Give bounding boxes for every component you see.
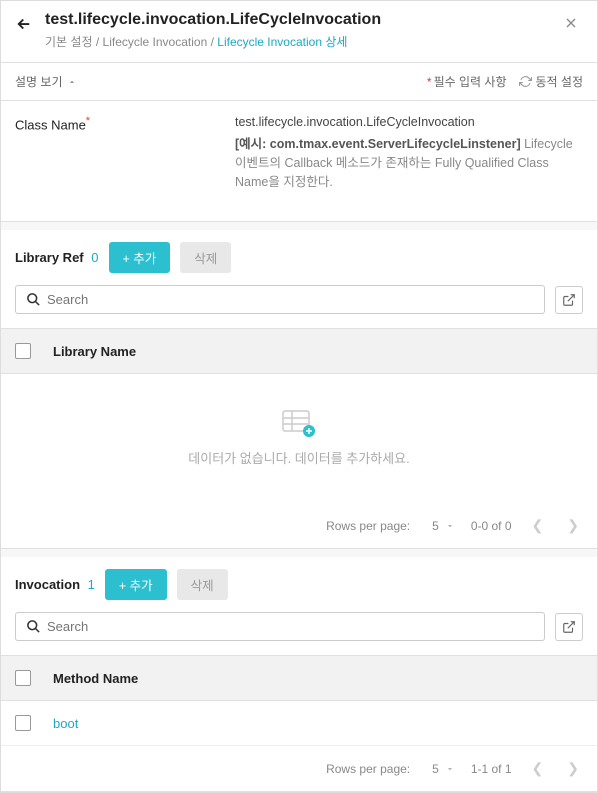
invocation-delete-button[interactable]: 삭제: [177, 569, 228, 600]
toolbar: 설명 보기 *필수 입력 사항 동적 설정: [1, 63, 597, 101]
toggle-description[interactable]: 설명 보기: [15, 73, 77, 90]
invocation-search-row: [1, 612, 597, 655]
library-header: Library Ref 0 + 추가 삭제: [1, 230, 597, 285]
library-search-box[interactable]: [15, 285, 545, 314]
close-button[interactable]: [559, 11, 583, 35]
library-table-head: Library Name: [1, 328, 597, 374]
breadcrumb: 기본 설정 / Lifecycle Invocation / Lifecycle…: [45, 33, 559, 50]
library-search-row: [1, 285, 597, 328]
page-header: test.lifecycle.invocation.LifeCycleInvoc…: [1, 1, 597, 63]
external-link-icon: [562, 293, 576, 307]
back-button[interactable]: [15, 15, 33, 33]
library-column-header: Library Name: [53, 344, 136, 359]
classname-value: test.lifecycle.invocation.LifeCycleInvoc…: [235, 115, 583, 191]
classname-field: Class Name* test.lifecycle.invocation.Li…: [1, 101, 597, 222]
invocation-column-header: Method Name: [53, 671, 138, 686]
invocation-add-button[interactable]: + 추가: [105, 569, 167, 600]
dynamic-legend: 동적 설정: [519, 73, 584, 90]
invocation-title: Invocation 1: [15, 577, 95, 592]
invocation-section: Invocation 1 + 추가 삭제 Method Name boot: [1, 557, 597, 792]
library-empty-state: 데이터가 없습니다. 데이터를 추가하세요.: [1, 374, 597, 503]
page-container: test.lifecycle.invocation.LifeCycleInvoc…: [0, 0, 598, 793]
library-rows-per-page[interactable]: Rows per page: 5: [326, 519, 455, 533]
breadcrumb-part[interactable]: Lifecycle Invocation: [103, 35, 208, 49]
library-section: Library Ref 0 + 추가 삭제 Library Name 데이터가 …: [1, 230, 597, 549]
library-search-input[interactable]: [47, 292, 534, 307]
breadcrumb-part[interactable]: 기본 설정: [45, 35, 93, 49]
classname-label: Class Name*: [15, 115, 235, 191]
invocation-header: Invocation 1 + 추가 삭제: [1, 557, 597, 612]
library-empty-text: 데이터가 없습니다. 데이터를 추가하세요.: [1, 448, 597, 467]
chevron-down-icon: [445, 521, 455, 531]
invocation-select-all-checkbox[interactable]: [15, 670, 31, 686]
search-icon: [26, 619, 41, 634]
chevron-up-icon: [67, 77, 77, 87]
invocation-search-box[interactable]: [15, 612, 545, 641]
invocation-table-head: Method Name: [1, 655, 597, 701]
section-gap: [1, 222, 597, 230]
table-row: boot: [1, 701, 597, 746]
library-page-range: 0-0 of 0: [471, 519, 512, 533]
section-gap: [1, 549, 597, 557]
library-next-page[interactable]: ❯: [563, 517, 583, 534]
required-legend: *필수 입력 사항: [427, 73, 507, 90]
empty-data-icon: [1, 410, 597, 438]
external-link-icon: [562, 620, 576, 634]
library-count: 0: [91, 250, 98, 265]
toggle-description-label: 설명 보기: [15, 73, 63, 90]
library-title: Library Ref 0: [15, 250, 99, 265]
method-name-link[interactable]: boot: [53, 716, 78, 731]
library-delete-button[interactable]: 삭제: [180, 242, 231, 273]
classname-description: [예시: com.tmax.event.ServerLifecycleLinst…: [235, 135, 583, 191]
library-select-all-checkbox[interactable]: [15, 343, 31, 359]
page-title: test.lifecycle.invocation.LifeCycleInvoc…: [45, 11, 559, 29]
classname-text: test.lifecycle.invocation.LifeCycleInvoc…: [235, 115, 583, 129]
breadcrumb-current: Lifecycle Invocation 상세: [217, 35, 347, 49]
invocation-count: 1: [88, 577, 95, 592]
header-content: test.lifecycle.invocation.LifeCycleInvoc…: [45, 11, 559, 50]
library-prev-page[interactable]: ❮: [528, 517, 548, 534]
library-add-button[interactable]: + 추가: [109, 242, 171, 273]
refresh-icon: [519, 75, 532, 88]
search-icon: [26, 292, 41, 307]
invocation-search-input[interactable]: [47, 619, 534, 634]
invocation-popout-button[interactable]: [555, 613, 583, 641]
library-pagination: Rows per page: 5 0-0 of 0 ❮ ❯: [1, 503, 597, 548]
row-checkbox[interactable]: [15, 715, 31, 731]
toolbar-right: *필수 입력 사항 동적 설정: [427, 73, 583, 90]
library-popout-button[interactable]: [555, 286, 583, 314]
